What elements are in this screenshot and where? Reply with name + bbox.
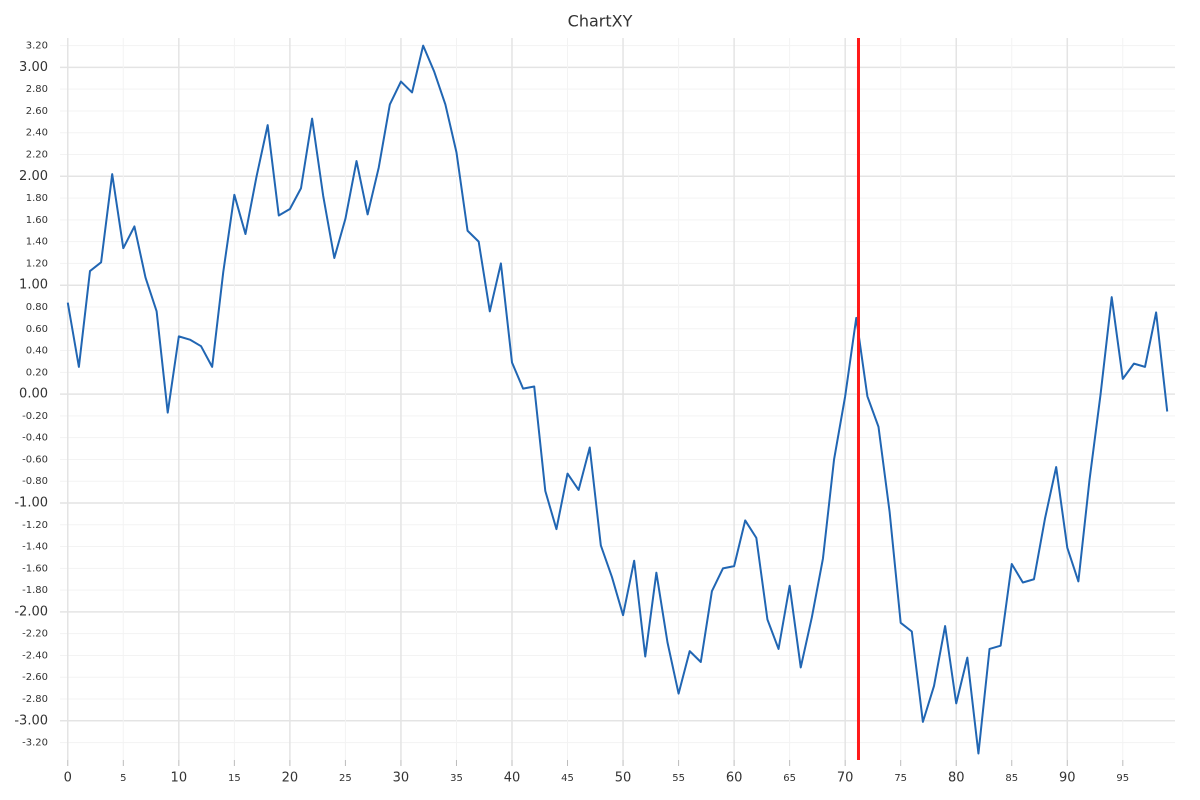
x-tick-label: 95 [1116,773,1129,784]
y-tick-label: -3.00 [14,713,48,728]
x-tick-label: 75 [894,773,907,784]
x-tick-label: 45 [561,773,574,784]
x-tick-label: 30 [393,771,410,786]
x-tick-label: 0 [64,771,72,786]
x-tick-label: 5 [120,773,126,784]
y-tick-label: 1.60 [26,215,48,226]
y-tick-label: 2.20 [26,150,48,161]
x-tick-label: 65 [783,773,796,784]
x-tick-label: 25 [339,773,352,784]
y-tick-label: 0.00 [19,387,48,402]
y-tick-label: -2.80 [22,694,48,705]
y-tick-label: 0.40 [26,346,48,357]
y-tick-label: 3.00 [19,60,48,75]
y-tick-label: -0.60 [22,454,48,465]
x-tick-label: 20 [282,771,299,786]
y-tick-label: -1.60 [22,563,48,574]
y-tick-label: 3.20 [26,41,48,52]
y-tick-label: -0.40 [22,433,48,444]
data-line [66,44,1169,755]
y-tick-label: 0.60 [26,324,48,335]
y-tick-label: -1.80 [22,585,48,596]
y-tick-label: -0.80 [22,476,48,487]
x-tick-label: 50 [615,771,632,786]
y-tick-label: 1.20 [26,258,48,269]
x-tick-label: 35 [450,773,463,784]
y-tick-label: -1.20 [22,520,48,531]
x-tick-label: 85 [1005,773,1018,784]
chart-title: ChartXY [568,12,633,31]
y-tick-label: 1.40 [26,237,48,248]
x-tick-label: 10 [171,771,188,786]
y-tick-label: 1.00 [19,278,48,293]
x-tick-label: 15 [228,773,241,784]
y-tick-label: -2.00 [14,604,48,619]
x-tick-label: 90 [1059,771,1076,786]
y-tick-label: -1.40 [22,542,48,553]
x-tick-label: 55 [672,773,685,784]
y-tick-label: 2.60 [26,106,48,117]
y-tick-label: 1.80 [26,193,48,204]
y-tick-label: 0.80 [26,302,48,313]
x-tick-label: 70 [837,771,854,786]
y-tick-label: -2.20 [22,629,48,640]
y-tick-label: -1.00 [14,495,48,510]
y-tick-label: -3.20 [22,738,48,749]
y-tick-label: -2.40 [22,650,48,661]
x-tick-label: 80 [948,771,965,786]
y-tick-label: -2.60 [22,672,48,683]
y-tick-label: 2.80 [26,84,48,95]
x-tick-label: 40 [504,771,521,786]
x-tick-label: 60 [726,771,743,786]
y-tick-label: -0.20 [22,411,48,422]
y-tick-label: 2.00 [19,169,48,184]
y-tick-label: 0.20 [26,367,48,378]
y-tick-label: 2.40 [26,128,48,139]
